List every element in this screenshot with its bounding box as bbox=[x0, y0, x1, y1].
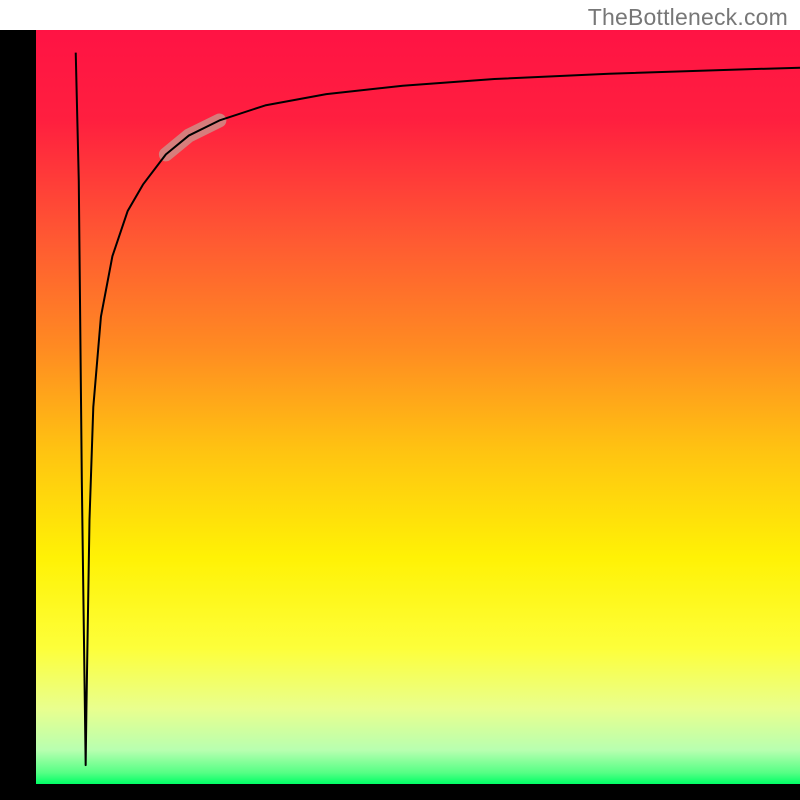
chart-gradient-background bbox=[36, 30, 800, 784]
chart-container: TheBottleneck.com bbox=[0, 0, 800, 800]
watermark-text: TheBottleneck.com bbox=[588, 4, 788, 31]
bottleneck-chart bbox=[0, 0, 800, 800]
